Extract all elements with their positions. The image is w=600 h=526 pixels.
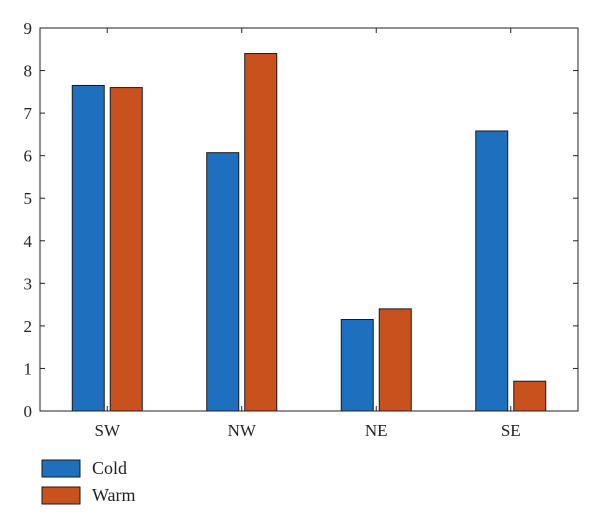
y-tick-label: 2 bbox=[24, 317, 33, 336]
x-tick-label: NW bbox=[228, 421, 257, 440]
x-tick-label: SW bbox=[95, 421, 121, 440]
y-tick-label: 8 bbox=[24, 62, 33, 81]
bar-cold-se bbox=[475, 130, 509, 412]
x-tick-label: SE bbox=[501, 421, 521, 440]
bar-warm-se bbox=[513, 380, 547, 412]
legend-swatch-warm bbox=[41, 486, 81, 505]
bar-cold-ne bbox=[340, 319, 374, 412]
bar-cold-nw bbox=[206, 152, 240, 412]
bar-warm-ne bbox=[378, 308, 412, 412]
y-tick-label: 3 bbox=[24, 274, 33, 293]
plot-frame bbox=[39, 27, 579, 412]
legend-swatch-cold bbox=[41, 459, 81, 478]
y-tick-label: 0 bbox=[24, 402, 33, 421]
y-tick-label: 9 bbox=[24, 19, 33, 38]
legend-label-warm: Warm bbox=[92, 485, 136, 505]
bar-warm-nw bbox=[244, 53, 278, 412]
legend: Cold Warm bbox=[41, 458, 136, 505]
legend-label-cold: Cold bbox=[92, 458, 127, 478]
x-axis: SW NW NE SE bbox=[95, 28, 521, 440]
y-tick-label: 5 bbox=[24, 189, 33, 208]
x-tick-label: NE bbox=[365, 421, 388, 440]
bars-layer bbox=[71, 53, 547, 412]
bar-cold-sw bbox=[71, 84, 105, 412]
y-tick-label: 4 bbox=[24, 232, 33, 251]
bar-warm-sw bbox=[109, 87, 143, 412]
y-tick-label: 1 bbox=[24, 359, 33, 378]
y-tick-label: 7 bbox=[24, 104, 33, 123]
y-tick-label: 6 bbox=[24, 147, 33, 166]
y-axis: 0 1 2 3 4 5 6 7 8 9 bbox=[24, 19, 578, 421]
